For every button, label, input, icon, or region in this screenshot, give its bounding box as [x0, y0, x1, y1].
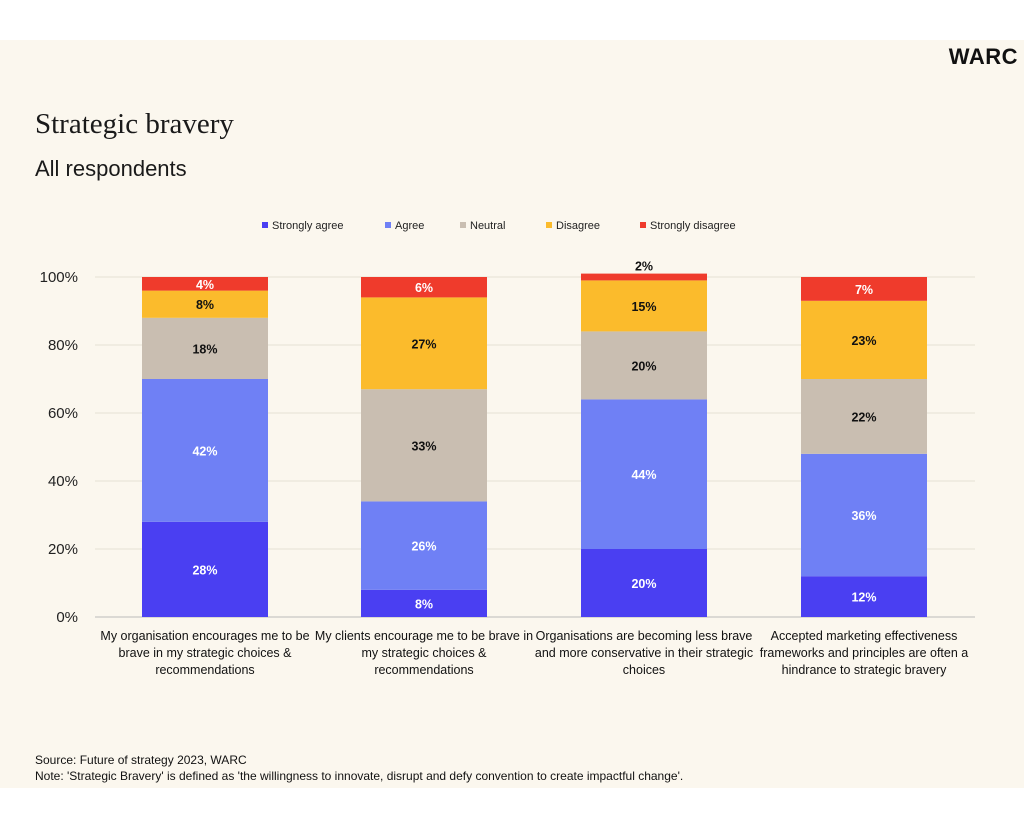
- bar-segment: [801, 576, 927, 617]
- data-label: 2%: [635, 260, 653, 274]
- stacked-bar-chart: 0% 20% 40% 60% 80% 100% Strongly agree Agree Neu…: [40, 220, 975, 626]
- data-label: 42%: [192, 444, 217, 458]
- data-label: 27%: [411, 337, 436, 351]
- bar-segment: [581, 331, 707, 400]
- legend-swatch: [546, 222, 552, 228]
- data-label: 4%: [196, 278, 214, 292]
- source-note: Source: Future of strategy 2023, WARC: [35, 753, 247, 767]
- data-label: 7%: [855, 283, 873, 297]
- chart-title: Strategic bravery: [35, 108, 234, 140]
- data-label: 44%: [631, 468, 656, 482]
- bar-segment: [361, 297, 487, 390]
- bar-segment: [801, 300, 927, 379]
- legend-label: Strongly disagree: [650, 220, 736, 232]
- bar-segment: [142, 521, 268, 617]
- chart-subtitle: All respondents: [35, 156, 187, 181]
- y-tick-label: 80%: [48, 337, 78, 354]
- y-tick-label: 0%: [56, 609, 78, 626]
- x-category-label: Accepted marketing effectiveness framewo…: [759, 629, 969, 677]
- bar-segment: [581, 273, 707, 281]
- data-label: 18%: [192, 342, 217, 356]
- y-tick-label: 60%: [48, 405, 78, 422]
- bar-segment: [581, 280, 707, 332]
- data-label: 22%: [851, 410, 876, 424]
- data-label: 20%: [631, 359, 656, 373]
- data-label: 8%: [196, 298, 214, 312]
- data-label: 33%: [411, 439, 436, 453]
- bar-segment: [801, 453, 927, 577]
- bar-segment: [581, 549, 707, 617]
- legend-label: Neutral: [470, 220, 505, 232]
- data-label: 6%: [415, 281, 433, 295]
- bar-segment: [801, 379, 927, 454]
- legend-swatch: [460, 222, 466, 228]
- legend-swatch: [262, 222, 268, 228]
- bar-segment: [142, 277, 268, 291]
- data-label: 20%: [631, 577, 656, 591]
- legend-swatch: [385, 222, 391, 228]
- bar-segment: [801, 277, 927, 301]
- y-tick-label: 100%: [40, 269, 78, 286]
- footer: Source: Future of strategy 2023, WARC No…: [35, 752, 683, 784]
- bar-segment: [361, 277, 487, 298]
- data-label: 8%: [415, 597, 433, 611]
- definition-note: Note: 'Strategic Bravery' is defined as …: [35, 769, 684, 783]
- legend-swatch: [640, 222, 646, 228]
- data-label: 23%: [851, 334, 876, 348]
- data-label: 12%: [851, 591, 876, 605]
- x-category-label: Organisations are becoming less brave an…: [534, 629, 754, 677]
- legend-label: Strongly agree: [272, 220, 344, 232]
- bar-segment: [361, 589, 487, 617]
- legend-label: Agree: [395, 220, 424, 232]
- warc-logo: WARC: [948, 44, 1018, 69]
- data-label: 26%: [411, 540, 436, 554]
- bar-segment: [361, 389, 487, 502]
- bar-segment: [361, 501, 487, 590]
- bar-segment: [142, 317, 268, 379]
- data-label: 36%: [851, 509, 876, 523]
- bar-segment: [142, 379, 268, 522]
- data-label: 15%: [631, 300, 656, 314]
- bar-segment: [142, 290, 268, 318]
- bar-segment: [581, 399, 707, 549]
- data-label: 28%: [192, 563, 217, 577]
- y-tick-label: 40%: [48, 473, 78, 490]
- x-category-label: My organisation encourages me to be brav…: [100, 629, 310, 677]
- x-category-label: My clients encourage me to be brave in m…: [314, 629, 534, 677]
- y-tick-label: 20%: [48, 541, 78, 558]
- legend-label: Disagree: [556, 220, 600, 232]
